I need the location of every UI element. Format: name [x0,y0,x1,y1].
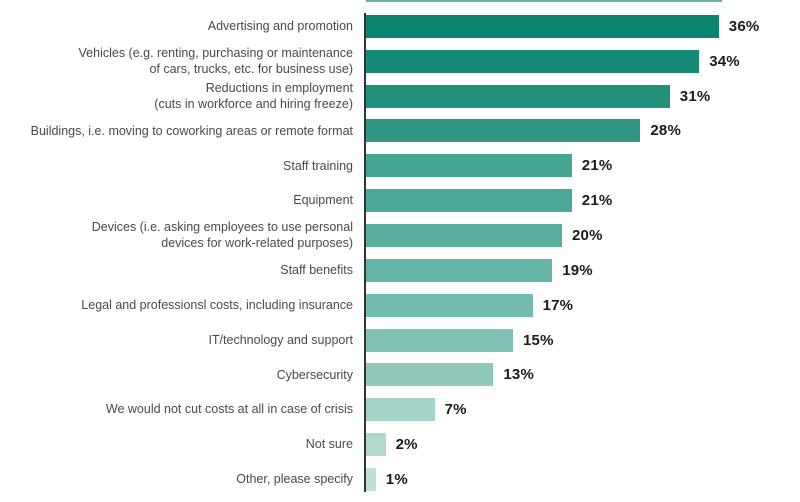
value-label: 20% [572,226,603,244]
bar-area: 7% [366,398,800,422]
chart-row: We would not cut costs at all in case of… [0,392,800,427]
category-label: Other, please specify [236,472,353,487]
category-label: Legal and professionsl costs, including … [81,297,353,312]
bar [366,84,670,108]
value-label: 13% [503,366,535,384]
value-label: 19% [562,261,593,279]
bar [366,293,533,317]
chart-row: IT/technology and support 15% [0,323,800,358]
bar-area: 15% [366,328,800,352]
value-label: 1% [385,470,408,488]
category-label: Buildings, i.e. moving to coworking area… [30,123,353,138]
chart-row: Advertising and promotion 36% [0,9,800,44]
chart-row: Buildings, i.e. moving to coworking area… [0,114,800,149]
bar-area: 21% [366,154,800,178]
y-axis-line [364,13,366,492]
chart-row: Staff benefits 19% [0,253,800,288]
chart-row: Other, please specify 1% [0,462,800,497]
category-label: Vehicles (e.g. renting, purchasing or ma… [78,45,353,77]
bar [366,154,572,178]
bar [366,49,700,73]
value-label: 28% [650,122,682,140]
bar [366,223,562,247]
chart-row: Devices (i.e. asking employees to use pe… [0,218,800,253]
cropped-bar-top-edge [366,0,722,2]
bar-area: 19% [366,258,800,282]
value-label: 34% [709,52,740,70]
bar-area: 2% [366,433,800,457]
value-label: 7% [444,401,467,419]
value-label: 2% [395,436,418,454]
bar [366,467,376,491]
bar-area: 28% [366,119,800,143]
chart-row: Reductions in employment (cuts in workfo… [0,79,800,114]
chart-row: Vehicles (e.g. renting, purchasing or ma… [0,44,800,79]
category-label: Staff training [283,158,353,173]
bar-area: 31% [366,84,800,108]
chart-row: Legal and professionsl costs, including … [0,288,800,323]
value-label: 17% [542,296,574,314]
bar-area: 34% [366,49,800,73]
value-label: 36% [728,17,760,35]
bar-area: 21% [366,189,800,213]
bar [366,398,435,422]
bar [366,258,553,282]
category-label: Not sure [305,437,353,452]
bar [366,14,719,38]
chart-row: Staff training 21% [0,148,800,183]
chart-row: Not sure 2% [0,427,800,462]
category-label: Reductions in employment (cuts in workfo… [154,80,353,112]
category-label: Advertising and promotion [207,19,353,34]
chart-row: Cybersecurity 13% [0,357,800,392]
category-label: Staff benefits [280,263,353,278]
category-label: We would not cut costs at all in case of… [105,402,353,417]
category-label: Equipment [293,193,353,208]
bar-area: 13% [366,363,800,387]
category-label: Devices (i.e. asking employees to use pe… [91,219,353,251]
bar [366,363,494,387]
bar [366,119,641,143]
value-label: 15% [523,331,554,349]
bar [366,189,572,213]
category-label: IT/technology and support [208,332,353,347]
bar-area: 36% [366,14,800,38]
bar [366,328,513,352]
chart-row: Equipment 21% [0,183,800,218]
category-label: Cybersecurity [276,367,353,382]
chart-rows: Advertising and promotion 36% Vehicles (… [0,9,800,497]
bar [366,433,386,457]
bar-area: 1% [366,467,800,491]
bar-area: 20% [366,223,800,247]
value-label: 21% [581,192,613,210]
bar-area: 17% [366,293,800,317]
value-label: 31% [679,87,711,105]
value-label: 21% [581,157,613,175]
